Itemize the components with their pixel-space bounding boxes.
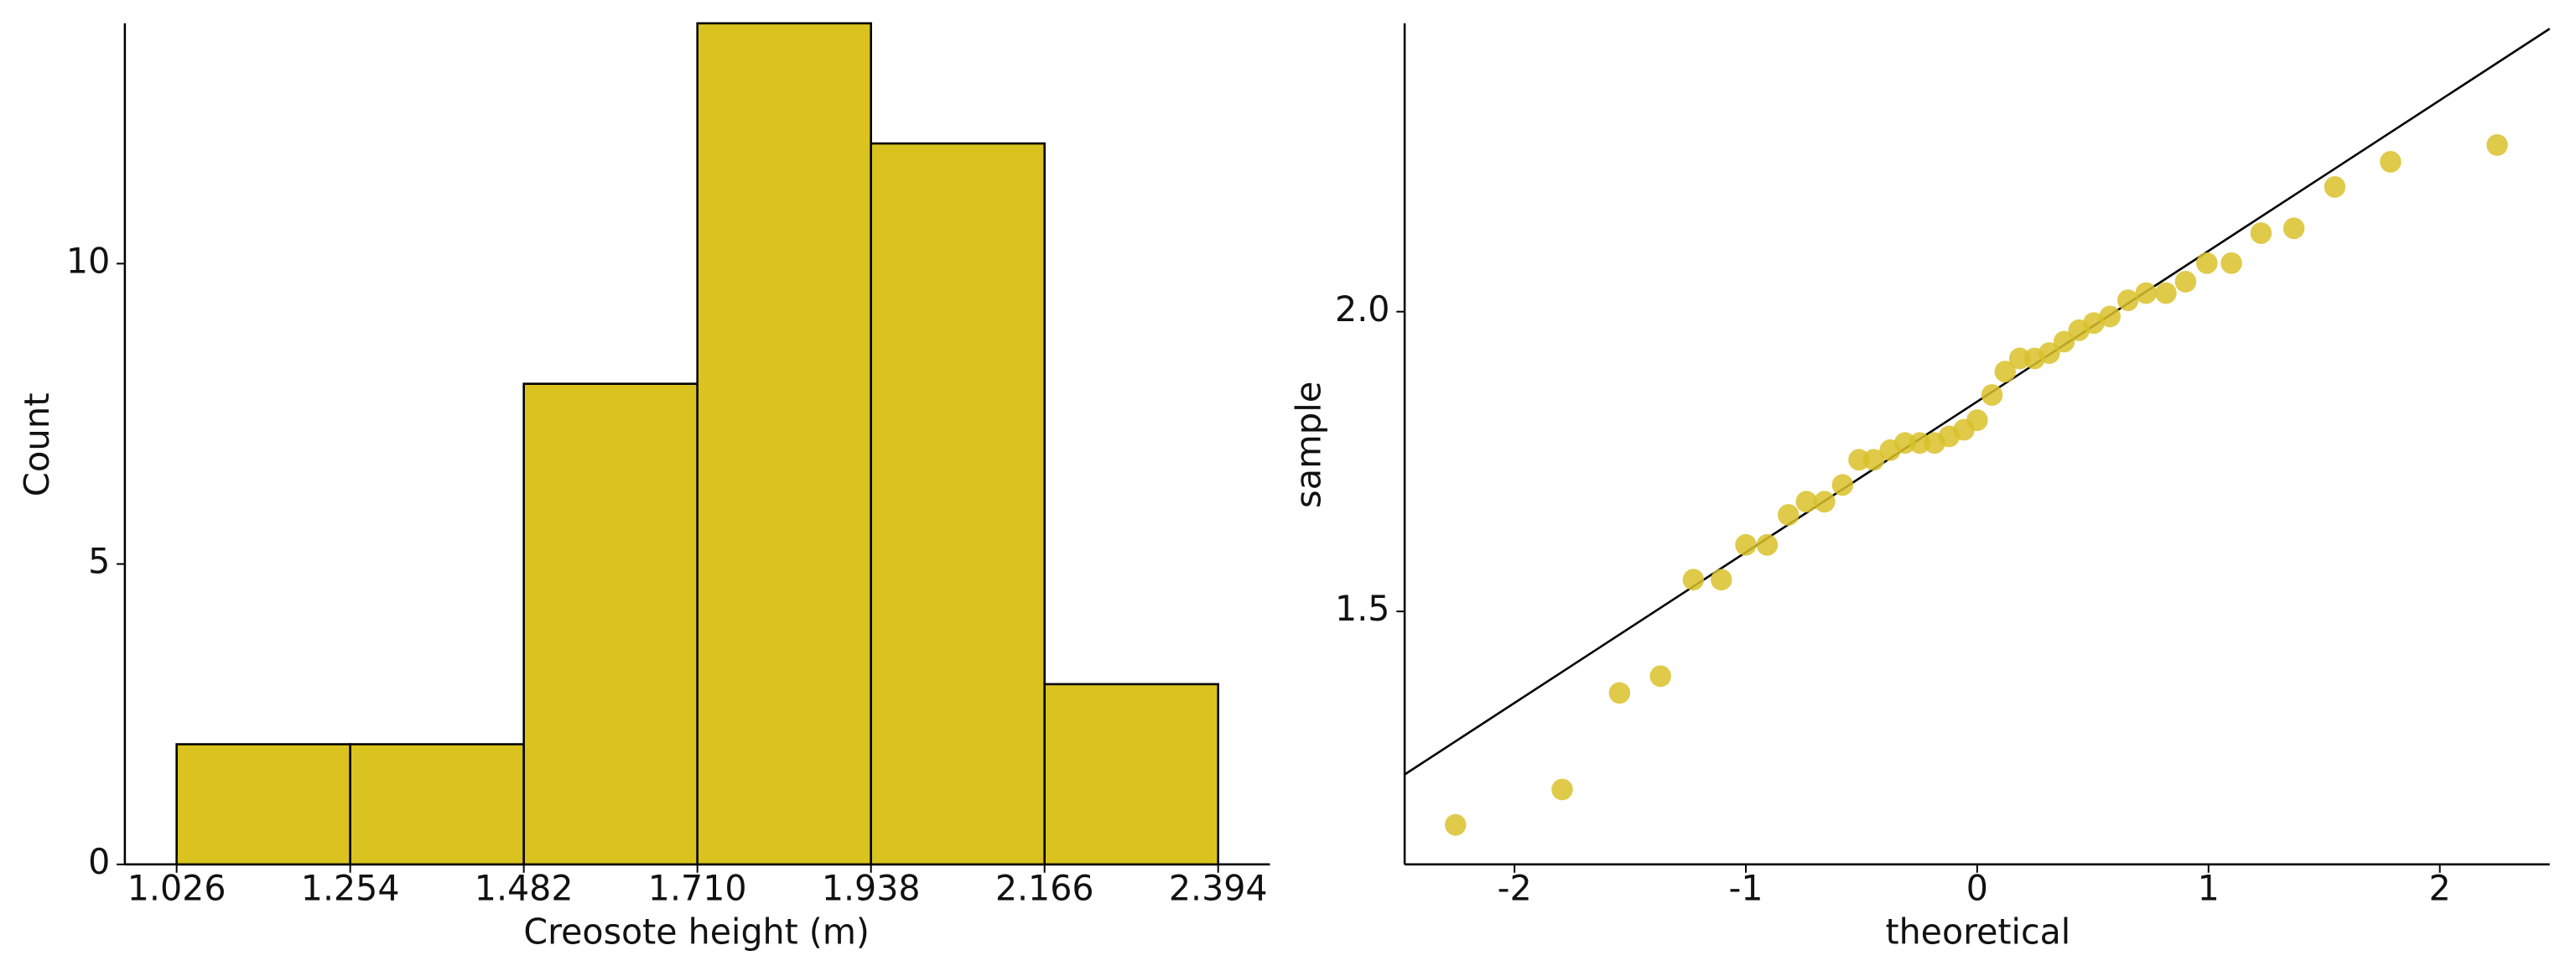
point bbox=[1981, 384, 2003, 406]
bar bbox=[522, 382, 699, 866]
x-tick-label: 1.938 bbox=[822, 868, 921, 908]
point bbox=[1649, 665, 1671, 688]
x-axis-title: theoretical bbox=[1885, 911, 2070, 952]
point bbox=[2083, 312, 2105, 335]
x-tick-label: 0 bbox=[1966, 868, 1988, 908]
point bbox=[1735, 533, 1757, 556]
x-tick-label: 1.026 bbox=[127, 868, 226, 908]
x-tick-label: 2 bbox=[2429, 868, 2451, 908]
point bbox=[2220, 252, 2242, 274]
point bbox=[1711, 569, 1732, 591]
y-axis-title: Count bbox=[17, 392, 57, 496]
x-tick-label: 1.710 bbox=[648, 868, 747, 908]
point bbox=[2486, 134, 2508, 156]
point bbox=[2174, 271, 2197, 293]
reference-line bbox=[1404, 28, 2551, 776]
point bbox=[1551, 778, 1573, 801]
point bbox=[2380, 151, 2402, 173]
point bbox=[2283, 217, 2305, 240]
x-tick-label: -1 bbox=[1729, 868, 1763, 908]
point bbox=[2053, 330, 2075, 353]
point bbox=[1848, 449, 1870, 471]
point bbox=[1894, 432, 1916, 454]
point bbox=[2038, 342, 2060, 364]
point bbox=[1795, 491, 1818, 513]
y-tick-label: 5 bbox=[88, 541, 110, 581]
point bbox=[2008, 347, 2031, 370]
y-axis-title: sample bbox=[1289, 382, 1329, 509]
bar bbox=[870, 142, 1046, 866]
point bbox=[2250, 222, 2272, 244]
point bbox=[1814, 491, 1836, 513]
point bbox=[2117, 289, 2139, 312]
point bbox=[1909, 432, 1931, 454]
point bbox=[1756, 533, 1779, 556]
bar bbox=[349, 743, 525, 866]
point bbox=[2135, 282, 2157, 304]
y-tick-label: 1.5 bbox=[1335, 589, 1389, 629]
point bbox=[2099, 305, 2121, 328]
x-tick-label: 1.254 bbox=[301, 868, 400, 908]
x-tick-label: -2 bbox=[1498, 868, 1532, 908]
x-tick-label: 2.166 bbox=[995, 868, 1094, 908]
bar bbox=[1043, 683, 1219, 866]
point bbox=[1966, 409, 1988, 431]
x-tick-label: 1 bbox=[2198, 868, 2220, 908]
x-axis-title: Creosote height (m) bbox=[523, 911, 870, 952]
y-tick-label: 10 bbox=[66, 241, 110, 281]
bar bbox=[175, 743, 351, 866]
y-tick-label: 0 bbox=[88, 842, 110, 882]
x-tick-label: 2.394 bbox=[1169, 868, 1268, 908]
point bbox=[1862, 449, 1885, 471]
point bbox=[1445, 813, 1467, 836]
point bbox=[1831, 474, 1854, 496]
point bbox=[1682, 569, 1705, 591]
y-tick-label: 2.0 bbox=[1335, 288, 1389, 329]
point bbox=[2324, 176, 2346, 198]
point bbox=[2155, 282, 2177, 304]
x-tick-label: 1.482 bbox=[475, 868, 574, 908]
point bbox=[1778, 504, 1800, 526]
point bbox=[2196, 252, 2218, 274]
point bbox=[1994, 361, 2016, 383]
point bbox=[1608, 682, 1631, 704]
bar bbox=[696, 22, 872, 866]
